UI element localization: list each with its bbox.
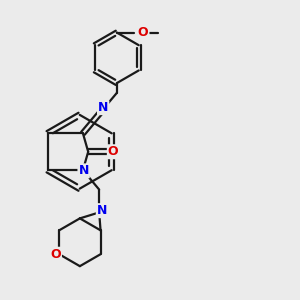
Text: N: N xyxy=(98,101,108,114)
Text: O: O xyxy=(50,248,61,261)
Text: N: N xyxy=(97,204,107,217)
Text: N: N xyxy=(78,164,89,177)
Text: O: O xyxy=(138,26,148,39)
Text: O: O xyxy=(108,145,118,158)
